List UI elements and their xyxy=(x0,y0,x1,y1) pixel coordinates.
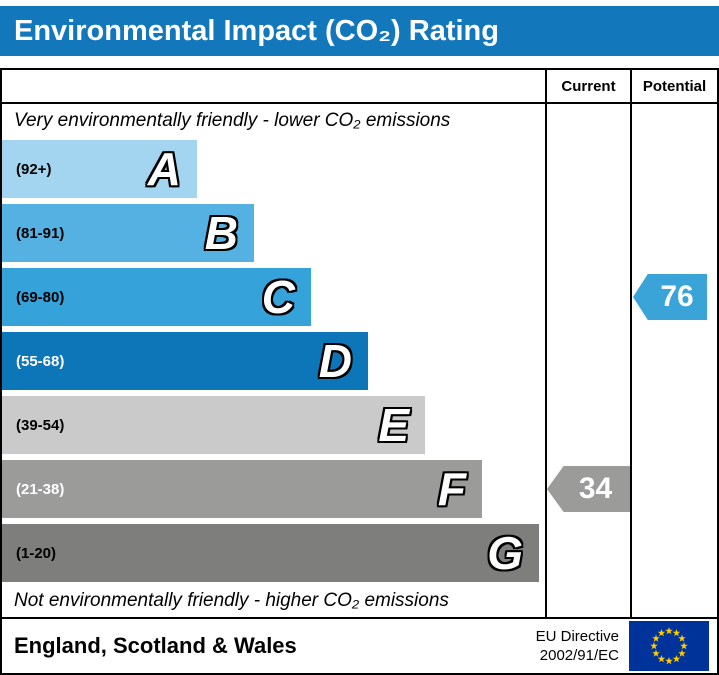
chart-title: Environmental Impact (CO₂) Rating xyxy=(14,14,499,47)
band-range-label: (1-20) xyxy=(16,544,57,562)
band-bar-d: (55-68) D xyxy=(2,332,368,390)
column-header-row: Current Potential xyxy=(2,70,717,104)
band-row-e: (39-54) E xyxy=(2,393,545,457)
eu-directive-line1: EU Directive xyxy=(535,627,619,645)
band-row-a: (92+) A xyxy=(2,137,545,201)
band-row-g: (1-20) G xyxy=(2,521,545,585)
chart-box: Current Potential Very environmentally f… xyxy=(0,68,719,675)
eu-directive-label: EU Directive 2002/91/EC xyxy=(536,627,619,666)
current-rating-arrow: 34 xyxy=(547,466,630,512)
band-bar-g: (1-20) G xyxy=(2,524,539,582)
band-letter: F xyxy=(437,463,466,515)
band-bar-b: (81-91) B xyxy=(2,204,254,262)
potential-rating-arrow: 76 xyxy=(633,274,707,320)
band-range-label: (55-68) xyxy=(16,352,65,370)
eu-directive-line2: 2002/91/EC xyxy=(539,647,619,664)
band-range-label: (21-38) xyxy=(16,480,65,498)
current-rating-value: 34 xyxy=(578,472,613,505)
chart-title-bar: Environmental Impact (CO₂) Rating xyxy=(0,6,719,56)
header-spacer xyxy=(2,70,545,102)
region-label: England, Scotland & Wales xyxy=(14,633,297,658)
band-bar-a: (92+) A xyxy=(2,140,197,198)
eu-flag-icon xyxy=(629,621,709,671)
chart-body: Very environmentally friendly - lower CO… xyxy=(2,104,717,617)
top-note: Very environmentally friendly - lower CO… xyxy=(14,109,451,131)
band-row-c: (69-80) C xyxy=(2,265,545,329)
band-bar-e: (39-54) E xyxy=(2,396,425,454)
band-letter: A xyxy=(147,143,181,195)
current-column xyxy=(545,104,630,617)
band-row-d: (55-68) D xyxy=(2,329,545,393)
band-range-label: (81-91) xyxy=(16,224,65,242)
band-letter: E xyxy=(378,399,409,451)
band-row-b: (81-91) B xyxy=(2,201,545,265)
band-row-f: (21-38) F xyxy=(2,457,545,521)
chart-footer: England, Scotland & Wales EU Directive 2… xyxy=(2,617,717,673)
bottom-note: Not environmentally friendly - higher CO… xyxy=(14,590,449,611)
band-bar-c: (69-80) C xyxy=(2,268,311,326)
band-letter: C xyxy=(261,271,295,323)
current-column-header: Current xyxy=(545,70,630,102)
band-range-label: (92+) xyxy=(16,160,52,178)
bands-column: Very environmentally friendly - lower CO… xyxy=(2,104,545,617)
band-bar-f: (21-38) F xyxy=(2,460,482,518)
potential-rating-value: 76 xyxy=(660,280,694,313)
band-letter: B xyxy=(204,207,238,259)
potential-column xyxy=(630,104,717,617)
band-letter: G xyxy=(487,527,523,579)
band-range-label: (39-54) xyxy=(16,416,65,434)
potential-column-header: Potential xyxy=(630,70,717,102)
band-letter: D xyxy=(318,335,352,387)
band-range-label: (69-80) xyxy=(16,288,65,306)
